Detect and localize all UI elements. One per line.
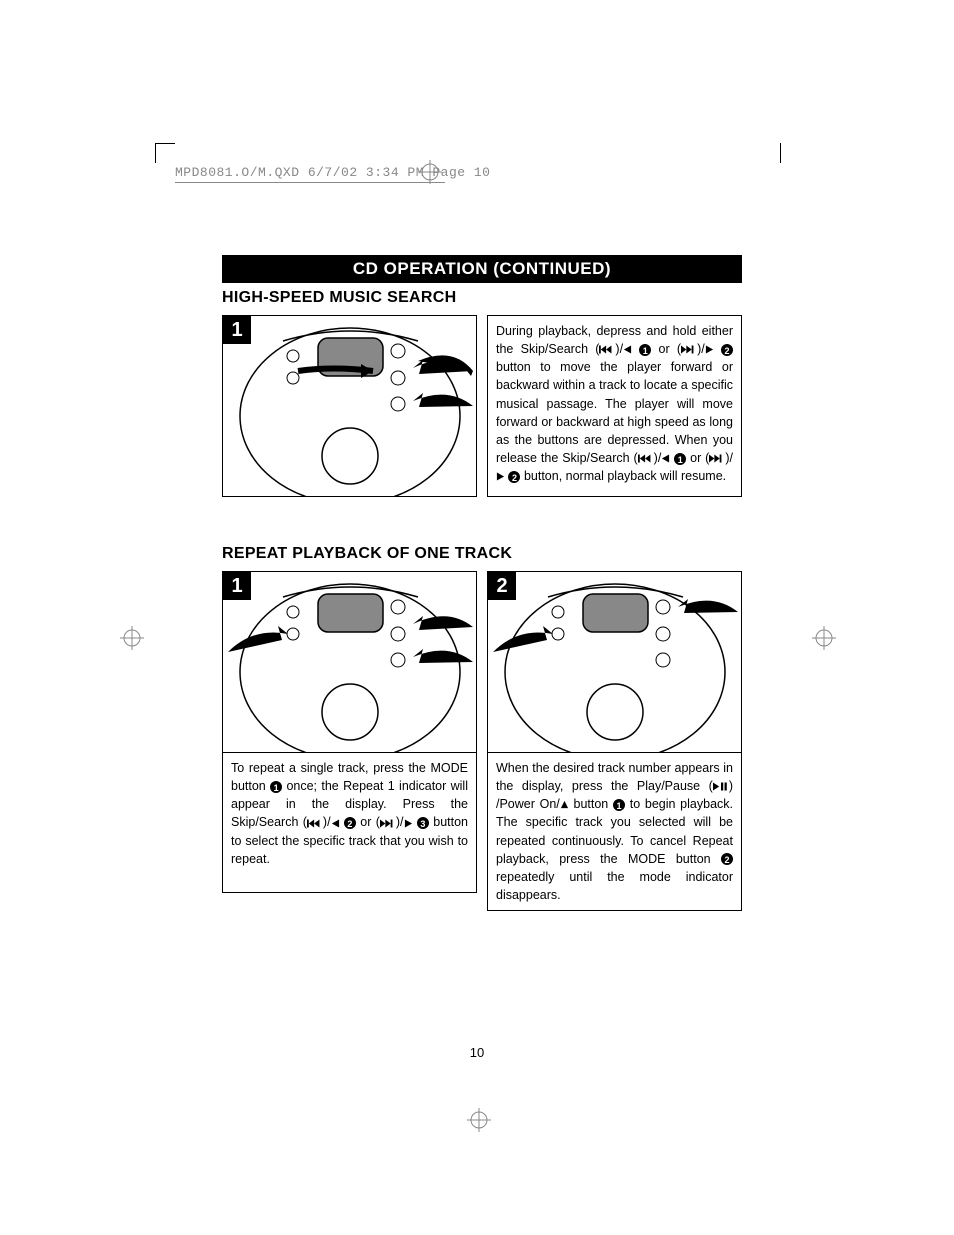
ref-3: 3	[417, 817, 429, 829]
ref-2: 2	[721, 853, 733, 865]
play-pause-icon	[713, 781, 729, 792]
fwd-icon	[496, 471, 505, 482]
cd-player-illustration	[223, 316, 476, 496]
section1-panel1: 1	[222, 315, 477, 497]
rewind-icon	[623, 344, 632, 355]
ref-2b: 2	[508, 471, 520, 483]
section2-heading: REPEAT PLAYBACK OF ONE TRACK	[222, 545, 742, 563]
section1-heading: HIGH-SPEED MUSIC SEARCH	[222, 289, 742, 307]
skip-fwd-icon	[380, 818, 396, 829]
ref-2: 2	[344, 817, 356, 829]
page-content: CD OPERATION (CONTINUED) HIGH-SPEED MUSI…	[222, 255, 742, 911]
section1-text: During playback, depress and hold either…	[487, 315, 742, 497]
fwd-icon	[705, 344, 714, 355]
ref-1b: 1	[674, 453, 686, 465]
skip-back-icon	[638, 453, 654, 464]
document-slug: MPD8081.O/M.QXD 6/7/02 3:34 PM Page 10	[175, 165, 490, 180]
section2-row: 1	[222, 571, 742, 911]
title-bar: CD OPERATION (CONTINUED)	[222, 255, 742, 283]
up-triangle-icon	[560, 799, 569, 810]
skip-back-icon	[307, 818, 323, 829]
ref-1: 1	[270, 781, 282, 793]
registration-mark-left	[120, 626, 144, 650]
section2-panel1: 1	[222, 571, 477, 753]
section2: REPEAT PLAYBACK OF ONE TRACK 1	[222, 545, 742, 911]
header-underline	[175, 182, 445, 183]
cd-player-illustration	[488, 572, 741, 752]
rewind-icon	[661, 453, 670, 464]
skip-fwd-icon	[709, 453, 725, 464]
skip-back-icon	[599, 344, 615, 355]
fwd-icon	[404, 818, 413, 829]
registration-mark-right	[812, 626, 836, 650]
section2-panel2: 2	[487, 571, 742, 753]
section2-text2: When the desired track number appears in…	[487, 753, 742, 911]
page-number: 10	[0, 1045, 954, 1060]
ref-1: 1	[639, 344, 651, 356]
skip-fwd-icon	[681, 344, 697, 355]
ref-1: 1	[613, 799, 625, 811]
cd-player-illustration	[223, 572, 476, 752]
section1-row: 1	[222, 315, 742, 497]
registration-mark-bottom	[467, 1108, 491, 1132]
section2-text1: To repeat a single track, press the MODE…	[222, 753, 477, 893]
section2-col2: 2	[487, 571, 742, 911]
crop-mark-tr	[780, 143, 800, 163]
rewind-icon	[331, 818, 340, 829]
section2-col1: 1	[222, 571, 477, 911]
ref-2: 2	[721, 344, 733, 356]
crop-mark-tl	[155, 143, 175, 163]
